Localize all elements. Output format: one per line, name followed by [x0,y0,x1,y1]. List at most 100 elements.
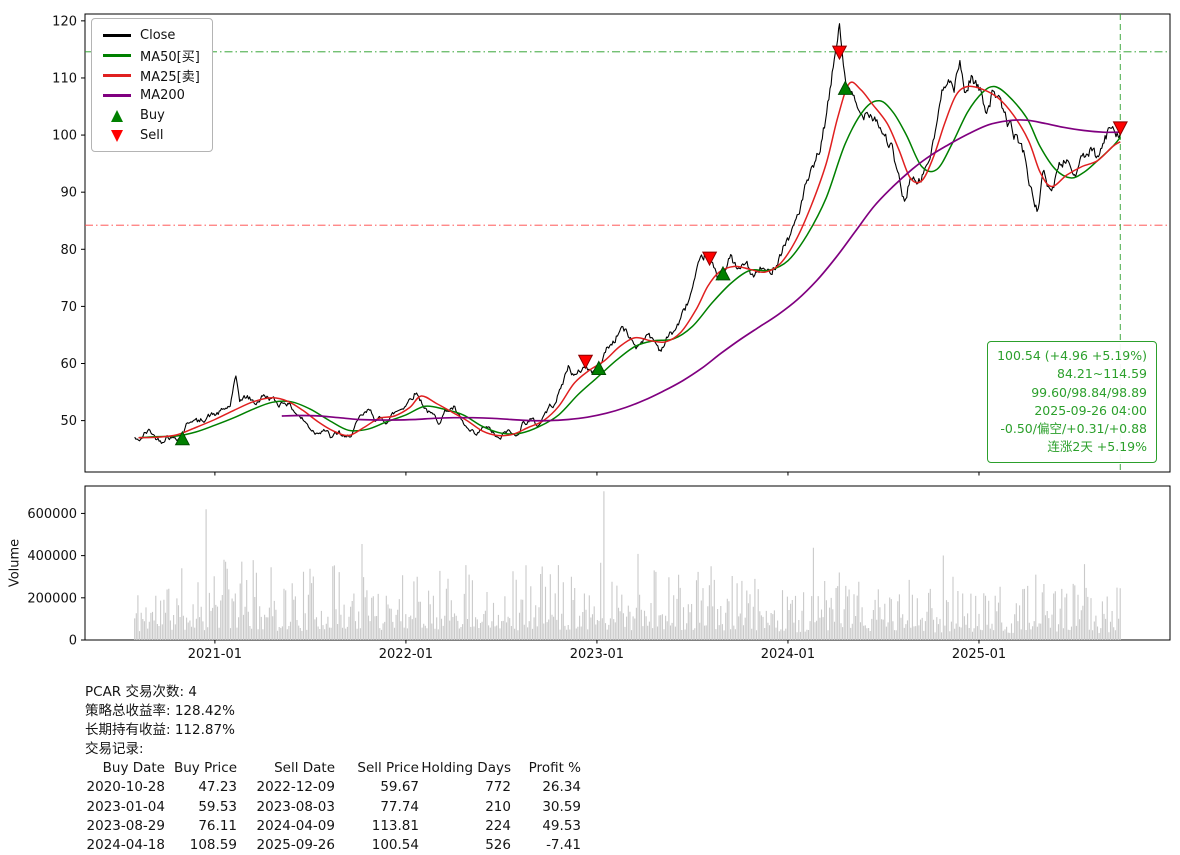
ma200-line-swatch [102,94,132,97]
col-profit-pct: Profit % [528,760,581,777]
annotation-bias: -0.50/偏空/+0.31/+0.88 [1000,421,1147,437]
legend-label-ma200: MA200 [140,88,185,103]
sell-marker-icon [102,129,132,142]
annotation-last-price: 100.54 (+4.96 +5.19%) [997,348,1147,363]
trade-cell: 2024-04-09 [256,817,335,834]
trade-cell: 210 [485,798,511,815]
trade-table-header: Buy Date Buy Price Sell Date Sell Price … [85,759,581,778]
col-buy-price: Buy Price [173,760,237,777]
price-ytick-label: 100 [52,129,77,144]
trade-table-body: 2020-10-28 47.23 2022-12-09 59.67 772 26.34 20… [85,778,581,854]
trade-cell: 2023-08-03 [256,798,335,815]
trade-count-line: PCAR 交易次数: 4 [85,684,197,700]
price-ytick-label: 110 [52,71,77,86]
trade-cell: 113.81 [371,817,419,834]
trade-cell: 47.23 [198,779,237,796]
price-volume-chart: 50 60 70 80 90 100 110 120 0 200000 400000 600000 20… [27,13,1171,662]
legend-label-ma50: MA50[买] [140,50,200,65]
trade-cell: 2023-08-29 [86,817,165,834]
price-ytick-label: 70 [60,300,77,315]
x-tick-label: 2021-01 [188,647,242,662]
trade-table: Buy Date Buy Price Sell Date Sell Price … [85,759,581,854]
trade-cell: 49.53 [542,817,581,834]
legend-item-ma50: MA50[买] [102,46,200,65]
sell-marker [1112,121,1128,136]
trade-cell: 772 [485,779,511,796]
legend-item-buy: Buy [102,106,200,125]
close-line [134,23,1121,444]
ma200-line [281,119,1121,422]
price-axes-frame [84,13,1171,473]
trade-cell: 59.67 [380,779,419,796]
trade-row: 2020-10-28 47.23 2022-12-09 59.67 772 26.34 [85,778,581,797]
trade-cell: 108.59 [189,836,237,853]
col-sell-date: Sell Date [274,760,335,777]
trade-cell: 2020-10-28 [86,779,165,796]
trade-row: 2024-04-18 108.59 2025-09-26 100.54 526 -7.41 [85,836,581,855]
close-line-swatch [102,34,132,37]
price-ytick-label: 80 [60,243,77,258]
sell-marker [831,45,848,61]
trade-cell: 224 [485,817,511,834]
volume-ytick-label: 0 [69,634,77,649]
trade-cell: 76.11 [198,817,237,834]
volume-ytick-label: 600000 [27,507,77,522]
legend-item-sell: Sell [102,126,200,145]
legend-label-buy: Buy [140,108,165,123]
volume-ytick-label: 400000 [27,549,77,564]
trade-cell: 30.59 [542,798,581,815]
buy-marker [837,80,853,95]
ma50-line-swatch [102,54,132,57]
trade-cell: 526 [485,836,511,853]
x-tick-label: 2024-01 [761,647,815,662]
trade-cell: 100.54 [371,836,419,853]
ma25-line [138,81,1121,439]
strategy-return-line: 策略总收益率: 128.42% [85,703,235,720]
trade-log-label: 交易记录: [85,741,144,758]
trade-cell: 26.34 [542,779,581,796]
col-sell-price: Sell Price [357,760,419,777]
x-tick-label: 2022-01 [379,647,433,662]
price-ytick-label: 50 [60,414,77,429]
trade-cell: 2024-04-18 [86,836,165,853]
annotation-ma-values: 99.60/98.84/98.89 [1031,384,1147,400]
legend-label-close: Close [140,28,176,43]
sell-marker [577,354,594,370]
legend-label-sell: Sell [140,128,164,143]
ma50-line [138,85,1121,439]
legend-item-close: Close [102,26,200,45]
stats-block: PCAR 交易次数: 4 策略总收益率: 128.42% 长期持有收益: 112… [85,683,581,855]
price-ytick-label: 60 [60,357,77,372]
buy-marker [174,430,191,446]
hold-return-line: 长期持有收益: 112.87% [85,722,235,739]
buy-marker-icon [102,109,132,122]
trade-row: 2023-08-29 76.11 2024-04-09 113.81 224 49.53 [85,817,581,836]
volume-axis-label: Volume [7,538,23,588]
trade-cell: 2022-12-09 [256,779,335,796]
price-ytick-label: 90 [60,186,77,201]
x-axis: 2021-01 2022-01 2023-01 2024-01 2025-01 [188,472,1006,662]
legend-item-ma25: MA25[卖] [102,66,200,85]
trade-cell: -7.41 [546,836,581,853]
legend-label-ma25: MA25[卖] [140,70,200,85]
volume-axes-frame [84,485,1171,641]
trade-cell: 77.74 [380,798,419,815]
volume-y-axis: 0 200000 400000 600000 [27,507,85,649]
trade-row: 2023-01-04 59.53 2023-08-03 77.74 210 30.59 [85,798,581,817]
buy-marker [715,265,731,281]
legend-item-ma200: MA200 [102,86,200,105]
legend: Close MA50[买] MA25[卖] MA200 Buy Sell [91,18,213,152]
buy-marker [591,360,607,375]
trade-cell: 59.53 [198,798,237,815]
volume-ytick-label: 200000 [27,591,77,606]
trade-cell: 2023-01-04 [86,798,165,815]
sell-marker [701,251,718,267]
price-y-axis: 50 60 70 80 90 100 110 120 [52,14,85,429]
ma25-line-swatch [102,74,132,77]
volume-bars [134,491,1121,640]
annotation-range: 84.21~114.59 [1057,366,1147,382]
col-holding-days: Holding Days [421,760,511,777]
annotation-datetime: 2025-09-26 04:00 [1034,402,1147,418]
annotation-streak: 连涨2天 +5.19% [1047,439,1147,455]
